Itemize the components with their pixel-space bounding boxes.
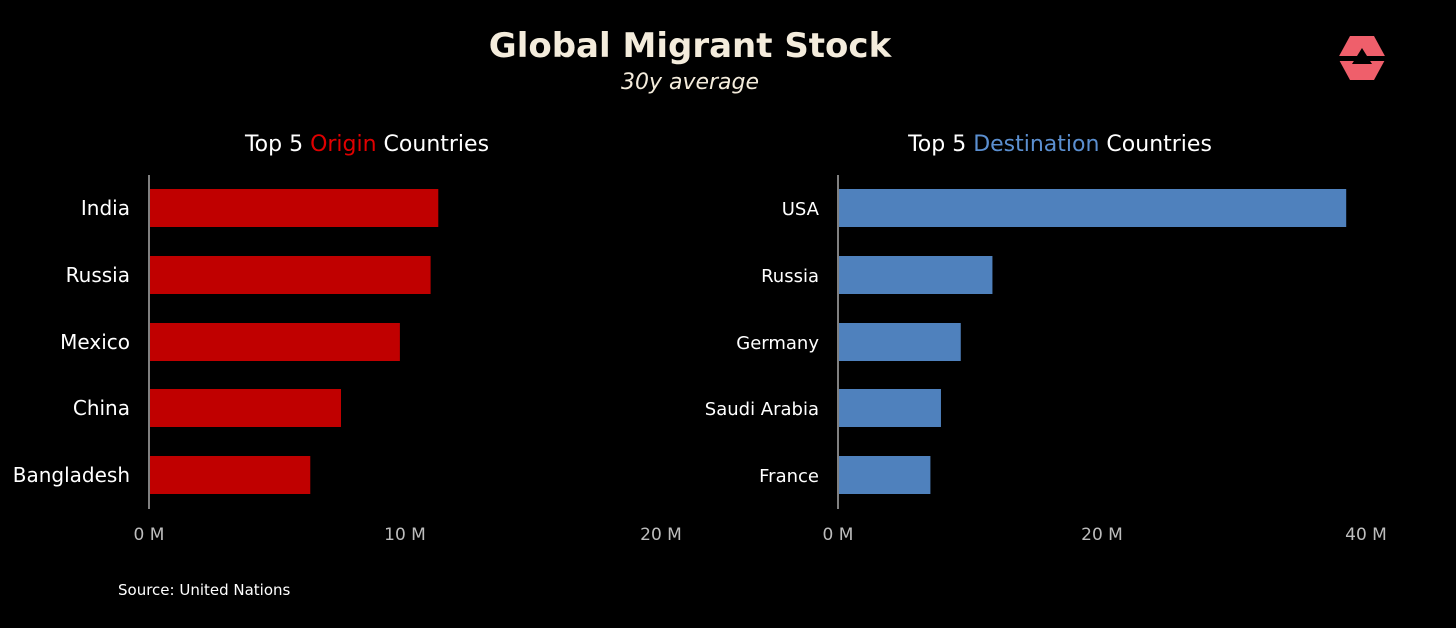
destination-title-suffix: Countries [1099,132,1212,157]
source-note: Source: United Nations [118,581,291,599]
destination-bar-saudi-arabia [839,389,941,427]
destination-x-tick-label: 40 M [1345,525,1387,545]
destination-category-label: Saudi Arabia [705,399,819,420]
destination-category-label: Russia [761,266,819,287]
destination-bar-russia [839,256,993,294]
destination-x-tick-label: 20 M [1081,525,1123,545]
origin-bar-bangladesh [150,456,311,494]
destination-bar-usa [839,189,1347,227]
origin-category-label: Bangladesh [13,463,130,487]
destination-bar-france [839,456,931,494]
destination-category-label: Germany [736,333,819,354]
destination-title-keyword: Destination [973,132,1100,157]
origin-bar-india [150,189,439,227]
destination-category-label: USA [782,199,820,220]
origin-panel-title: Top 5 Origin Countries [117,132,617,157]
origin-category-label: Mexico [60,330,130,354]
origin-category-label: India [81,196,130,220]
destination-title-prefix: Top 5 [908,132,974,157]
origin-x-tick-label: 0 M [134,525,165,545]
origin-category-label: China [73,396,130,420]
origin-bar-russia [150,256,431,294]
destination-x-tick-label: 0 M [823,525,854,545]
origin-x-tick-label: 10 M [384,525,426,545]
origin-title-keyword: Origin [310,132,377,157]
hexagon-logo-icon [1336,36,1388,80]
chart-title: Global Migrant Stock [488,26,892,66]
origin-x-tick-label: 20 M [640,525,682,545]
destination-panel-title: Top 5 Destination Countries [810,132,1310,157]
origin-bar-mexico [150,323,400,361]
destination-category-label: France [759,466,819,487]
origin-title-prefix: Top 5 [244,132,311,157]
origin-category-label: Russia [66,263,130,287]
origin-title-suffix: Countries [376,132,490,157]
chart-subtitle: 30y average [620,70,760,95]
origin-bar-china [150,389,341,427]
destination-bar-germany [839,323,961,361]
